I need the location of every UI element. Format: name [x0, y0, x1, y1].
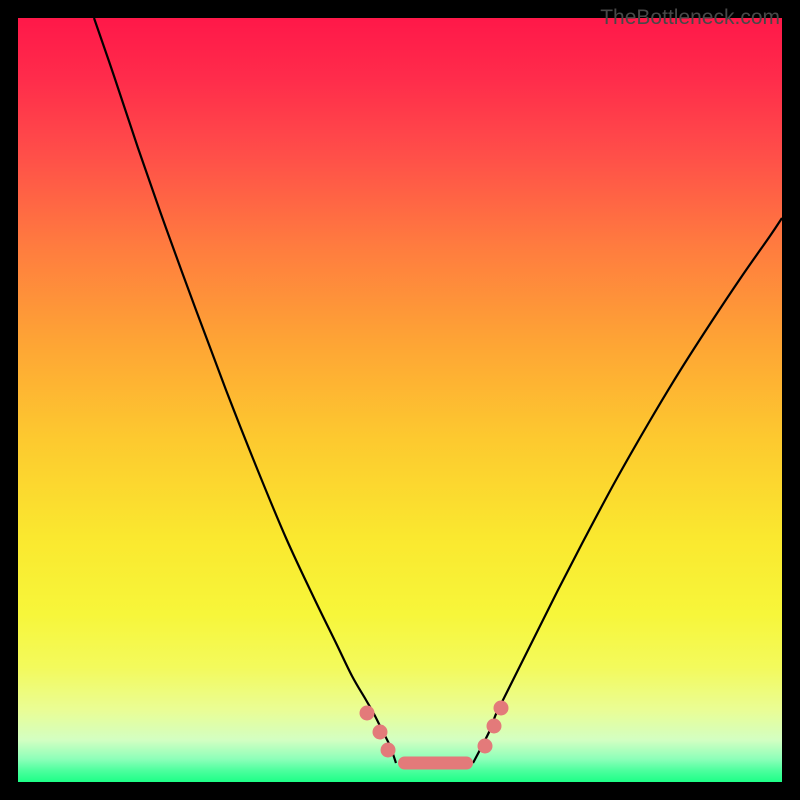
right-curve: [473, 218, 782, 763]
left-curve: [94, 18, 396, 763]
marker-group: [360, 701, 509, 758]
bottleneck-chart: [18, 18, 782, 782]
marker-dot: [360, 706, 375, 721]
marker-dot: [381, 743, 396, 758]
valley-flat-segment: [398, 757, 473, 770]
marker-dot: [478, 739, 493, 754]
watermark-text: TheBottleneck.com: [600, 6, 780, 30]
marker-dot: [487, 719, 502, 734]
curves-layer: [18, 18, 782, 782]
marker-dot: [373, 725, 388, 740]
marker-dot: [494, 701, 509, 716]
